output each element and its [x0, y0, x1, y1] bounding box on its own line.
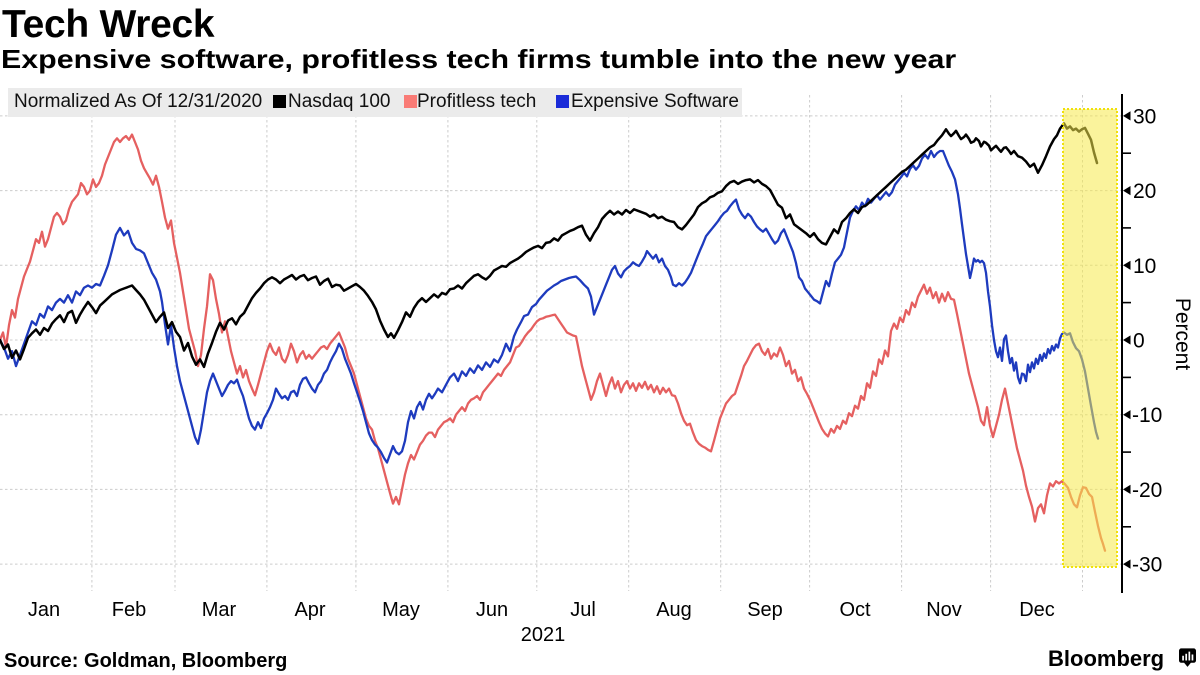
svg-text:-30: -30 — [1132, 554, 1162, 577]
svg-text:Apr: Apr — [294, 599, 325, 621]
svg-text:-10: -10 — [1132, 404, 1162, 427]
svg-text:May: May — [382, 599, 420, 621]
svg-text:0: 0 — [1133, 330, 1145, 353]
svg-text:-20: -20 — [1132, 479, 1162, 502]
svg-text:Jan: Jan — [28, 599, 60, 621]
svg-text:30: 30 — [1133, 105, 1156, 128]
svg-text:Sep: Sep — [747, 599, 783, 621]
svg-text:Jun: Jun — [476, 599, 508, 621]
svg-text:10: 10 — [1133, 255, 1156, 278]
svg-text:Dec: Dec — [1019, 599, 1055, 621]
svg-text:Jul: Jul — [570, 599, 596, 621]
svg-text:Nov: Nov — [926, 599, 962, 621]
svg-text:Percent: Percent — [1171, 298, 1194, 371]
svg-text:20: 20 — [1133, 180, 1156, 203]
svg-text:2021: 2021 — [521, 624, 566, 646]
svg-text:Mar: Mar — [202, 599, 237, 621]
svg-text:Oct: Oct — [839, 599, 871, 621]
svg-text:Aug: Aug — [656, 599, 692, 621]
svg-text:Feb: Feb — [112, 599, 146, 621]
